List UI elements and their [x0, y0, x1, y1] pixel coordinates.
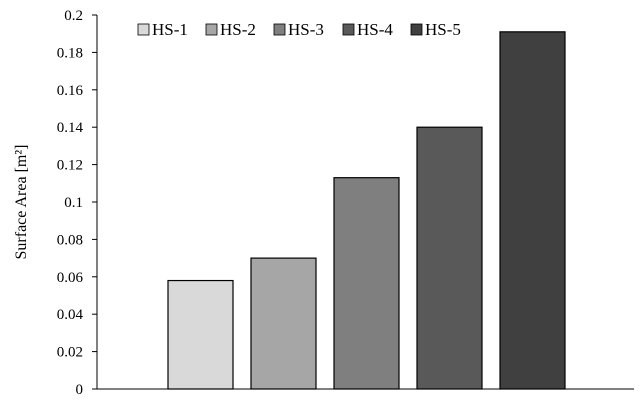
y-tick-label: 0.04	[57, 307, 84, 323]
bar-hs-5	[499, 31, 566, 390]
y-tick-label: 0.16	[57, 83, 84, 99]
legend-swatch	[273, 23, 286, 36]
legend-label: HS-5	[425, 20, 461, 39]
y-tick-label: 0.08	[57, 232, 83, 248]
y-tick-label: 0.1	[64, 195, 83, 211]
bar-hs-3	[333, 177, 400, 390]
y-tick-label: 0.12	[57, 158, 83, 174]
legend-label: HS-3	[288, 20, 324, 39]
legend: HS-1 HS-2 HS-3 HS-4 HS-5	[137, 20, 461, 39]
legend-swatch	[342, 23, 355, 36]
bars	[167, 31, 566, 390]
legend-swatch	[205, 23, 218, 36]
y-tick-label: 0.18	[57, 45, 83, 61]
legend-label: HS-4	[357, 20, 393, 39]
y-tick-label: 0.06	[57, 270, 84, 286]
bar-hs-2	[250, 257, 317, 390]
bar-hs-4	[416, 126, 483, 390]
y-axis-title: Surface Area [m²]	[13, 145, 30, 260]
legend-swatch	[410, 23, 423, 36]
legend-swatch	[137, 23, 150, 36]
y-tick-marks	[92, 14, 97, 390]
y-tick-label: 0.14	[57, 120, 84, 136]
y-tick-label: 0.02	[57, 345, 83, 361]
bar-hs-1	[167, 279, 234, 390]
legend-label: HS-2	[220, 20, 256, 39]
y-tick-label: 0	[76, 382, 84, 398]
y-tick-label: 0.2	[64, 8, 83, 24]
legend-label: HS-1	[152, 20, 188, 39]
y-tick-labels: 0 0.02 0.04 0.06 0.08 0.1 0.12 0.14 0.16 0.18 0.2	[57, 8, 84, 398]
